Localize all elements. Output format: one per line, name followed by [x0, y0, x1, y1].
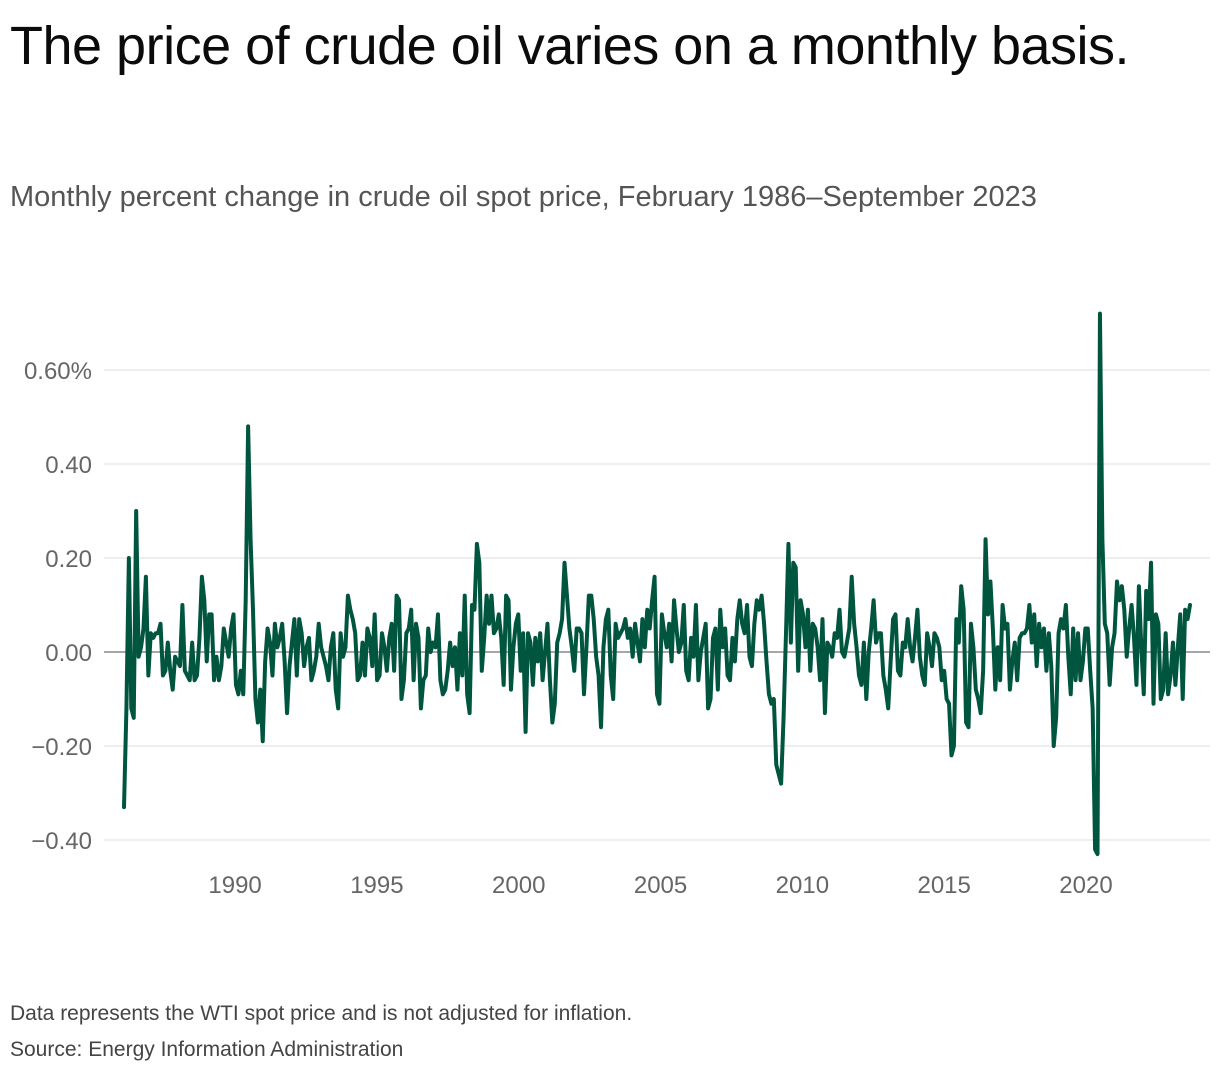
- y-tick-label: −0.20: [31, 734, 92, 761]
- chart-subtitle: Monthly percent change in crude oil spot…: [10, 181, 1037, 213]
- x-tick-label: 2005: [634, 872, 687, 899]
- y-tick-label: 0.60%: [24, 358, 92, 385]
- x-tick-label: 2015: [917, 872, 970, 899]
- y-tick-label: 0.20: [45, 546, 92, 573]
- x-tick-label: 2020: [1059, 872, 1112, 899]
- y-axis: −0.40 −0.20 0.00 0.20 0.40 0.60%: [24, 358, 92, 855]
- x-tick-label: 1995: [350, 872, 403, 899]
- x-tick-label: 1990: [208, 872, 261, 899]
- chart-title: The price of crude oil varies on a month…: [10, 16, 1130, 76]
- y-tick-label: 0.00: [45, 640, 92, 667]
- x-tick-label: 2010: [776, 872, 829, 899]
- y-tick-label: −0.40: [31, 828, 92, 855]
- source-note: Source: Energy Information Administratio…: [10, 1038, 404, 1061]
- series-line-price-change: [122, 311, 1192, 857]
- x-axis: 1990 1995 2000 2005 2010 2015 2020: [208, 872, 1112, 899]
- footnote: Data represents the WTI spot price and i…: [10, 1002, 633, 1025]
- line-chart: −0.40 −0.20 0.00 0.20 0.40 0.60% 1990 1995 2000…: [24, 311, 1210, 899]
- x-tick-label: 2000: [492, 872, 545, 899]
- y-tick-label: 0.40: [45, 452, 92, 479]
